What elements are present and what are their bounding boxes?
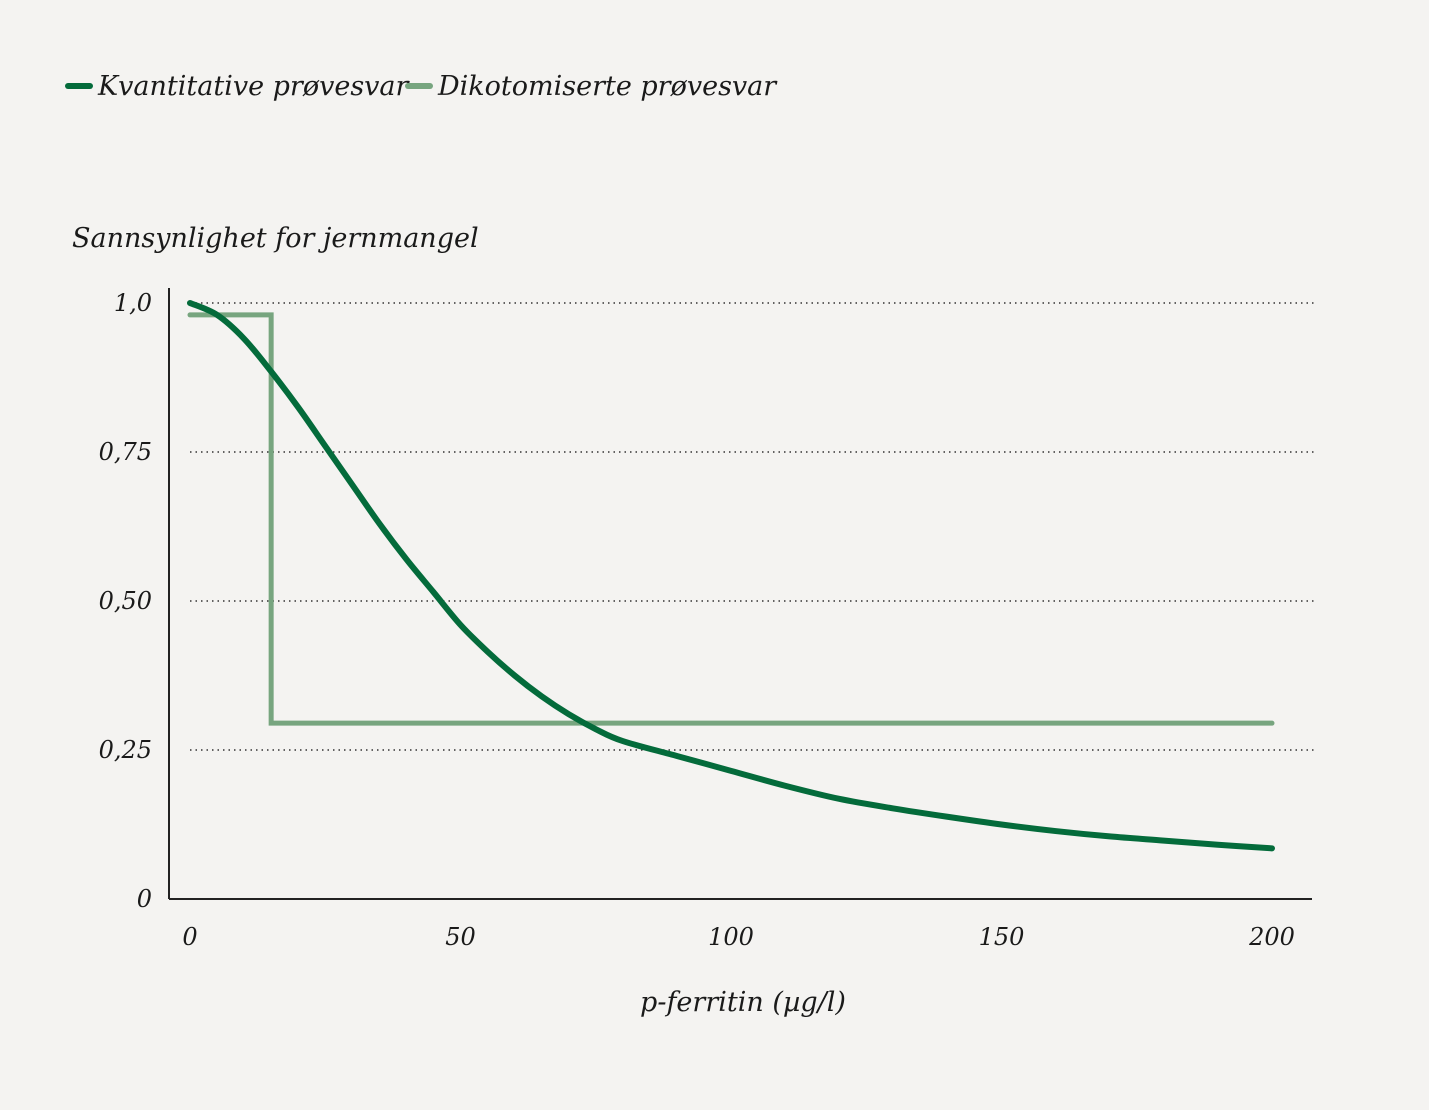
y-axis-title: Sannsynlighet for jernmangel xyxy=(72,223,479,254)
legend-item-dichotomized: Dikotomiserte prøvesvar xyxy=(405,71,778,102)
x-axis-title: p-ferritin (µg/l) xyxy=(640,987,846,1018)
legend-item-quantitative: Kvantitative prøvesvar xyxy=(65,71,411,102)
x-tick-label: 0 xyxy=(182,923,197,951)
y-tick-label: 0,50 xyxy=(99,587,152,615)
y-tick-label: 0,25 xyxy=(99,736,152,764)
series-line-dichotomized xyxy=(187,312,1275,726)
series xyxy=(187,300,1275,852)
legend-label-quantitative: Kvantitative prøvesvar xyxy=(97,71,411,102)
x-tick-label: 50 xyxy=(445,923,476,951)
x-tick-label: 200 xyxy=(1248,923,1295,951)
y-tick-label: 1,0 xyxy=(114,289,152,317)
y-tick-label: 0 xyxy=(137,885,152,913)
legend: Kvantitative prøvesvar Dikotomiserte prø… xyxy=(65,71,778,102)
y-tick-label: 0,75 xyxy=(99,438,152,466)
x-tick-label: 150 xyxy=(979,923,1025,951)
x-tick-label: 100 xyxy=(708,923,754,951)
series-line-quantitative xyxy=(187,300,1275,852)
x-tick-labels: 0 50 100 150 200 xyxy=(182,923,1295,951)
y-tick-labels: 0 0,25 0,50 0,75 1,0 xyxy=(99,289,152,913)
axes xyxy=(168,288,1312,900)
legend-label-dichotomized: Dikotomiserte prøvesvar xyxy=(437,71,778,102)
grid-lines xyxy=(190,302,1314,751)
